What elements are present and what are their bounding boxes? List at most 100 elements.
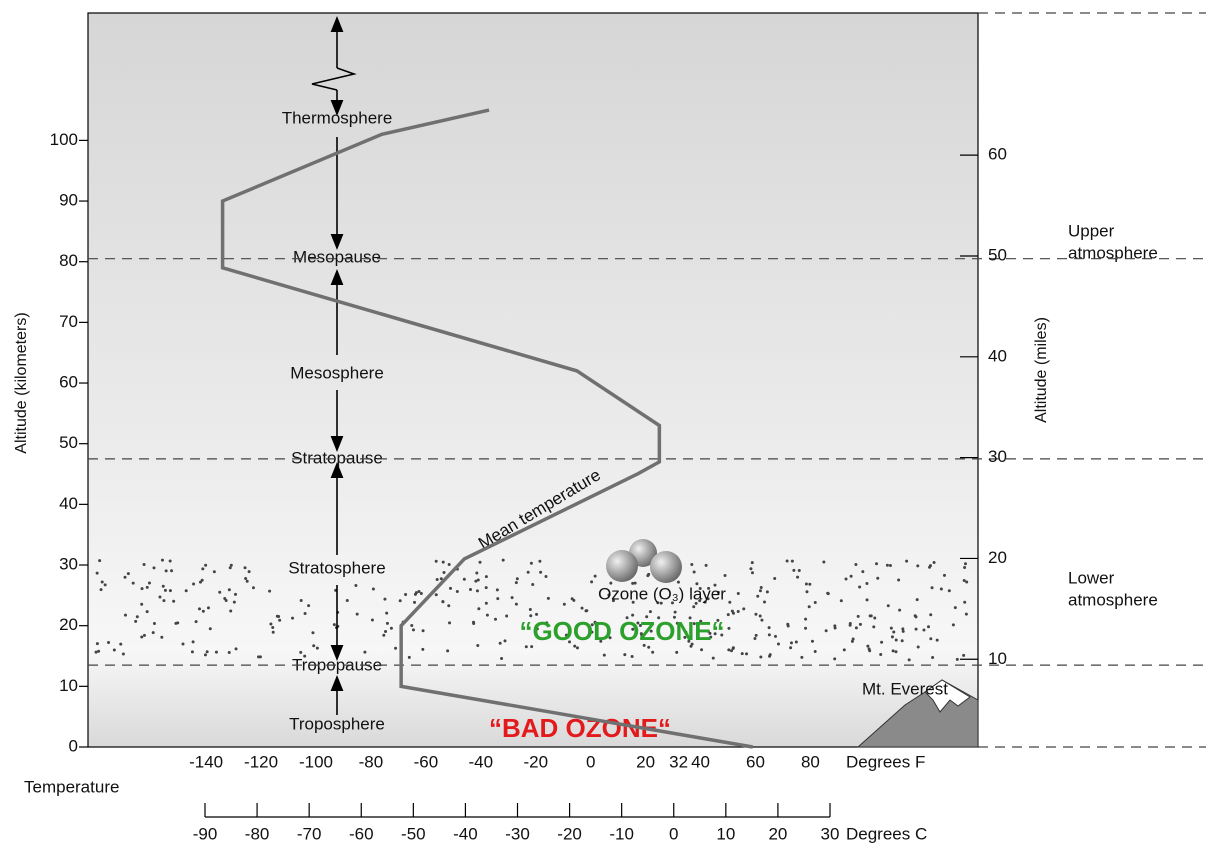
stipple-dot xyxy=(800,656,803,659)
stipple-dot xyxy=(854,563,857,566)
stipple-dot xyxy=(745,652,748,655)
stipple-dot xyxy=(563,603,566,606)
stipple-dot xyxy=(914,615,917,618)
x-tick-label: 20 xyxy=(636,752,655,771)
stipple-dot xyxy=(143,634,146,637)
stipple-dot xyxy=(158,595,161,598)
stipple-dot xyxy=(849,624,852,627)
stipple-dot xyxy=(356,613,359,616)
stipple-dot xyxy=(215,651,218,654)
stipple-dot xyxy=(646,574,649,577)
stipple-dot xyxy=(229,610,232,613)
stipple-dot xyxy=(449,587,452,590)
stipple-dot xyxy=(796,576,799,579)
region-label: Upper xyxy=(1068,221,1115,240)
stipple-dot xyxy=(876,577,879,580)
x-axis-label: Temperature xyxy=(24,777,119,796)
x-tick-label: 60 xyxy=(746,752,765,771)
stipple-dot xyxy=(855,626,858,629)
mountain-label: Mt. Everest xyxy=(862,679,948,698)
stipple-dot xyxy=(272,631,275,634)
stipple-dot xyxy=(435,593,438,596)
x2-tick-label: -60 xyxy=(349,824,374,843)
stipple-dot xyxy=(751,571,754,574)
stipple-dot xyxy=(917,645,920,648)
stipple-dot xyxy=(929,613,932,616)
layer-label: Thermosphere xyxy=(282,108,393,127)
stipple-dot xyxy=(291,617,294,620)
stipple-dot xyxy=(892,649,895,652)
stipple-dot xyxy=(169,559,172,562)
stipple-dot xyxy=(965,581,968,584)
stipple-dot xyxy=(814,650,817,653)
stipple-dot xyxy=(774,635,777,638)
stipple-dot xyxy=(963,601,966,604)
stipple-dot xyxy=(268,590,271,593)
stipple-dot xyxy=(754,613,757,616)
stipple-dot xyxy=(905,560,908,563)
stipple-dot xyxy=(516,577,519,580)
stipple-dot xyxy=(647,646,650,649)
stipple-dot xyxy=(278,619,281,622)
stipple-dot xyxy=(141,587,144,590)
stipple-dot xyxy=(97,650,100,653)
region-label: atmosphere xyxy=(1068,590,1158,609)
stipple-dot xyxy=(531,583,534,586)
stipple-dot xyxy=(929,637,932,640)
stipple-dot xyxy=(880,641,883,644)
x-tick-label: 32 xyxy=(669,752,688,771)
stipple-dot xyxy=(515,581,518,584)
stipple-dot xyxy=(515,603,518,606)
stipple-dot xyxy=(690,563,693,566)
stipple-dot xyxy=(153,622,156,625)
x2-tick-label: -70 xyxy=(297,824,322,843)
stipple-dot xyxy=(209,627,212,630)
stipple-dot xyxy=(104,583,107,586)
stipple-dot xyxy=(412,628,415,631)
stipple-dot xyxy=(124,576,127,579)
stipple-dot xyxy=(875,562,878,565)
stipple-dot xyxy=(922,628,925,631)
stipple-dot xyxy=(101,580,104,583)
stipple-dot xyxy=(199,581,202,584)
stipple-dot xyxy=(886,564,889,567)
stipple-dot xyxy=(728,601,731,604)
stipple-dot xyxy=(845,578,848,581)
stipple-dot xyxy=(257,655,260,658)
stipple-dot xyxy=(805,582,808,585)
stipple-dot xyxy=(399,599,402,602)
stipple-dot xyxy=(538,560,541,563)
y-tick-label: 30 xyxy=(59,555,78,574)
stipple-dot xyxy=(873,616,876,619)
stipple-dot xyxy=(861,570,864,573)
stipple-dot xyxy=(833,657,836,660)
stipple-dot xyxy=(383,598,386,601)
y2-tick-label: 50 xyxy=(988,245,1007,264)
stipple-dot xyxy=(834,626,837,629)
stipple-dot xyxy=(727,613,730,616)
x2-tick-label: -80 xyxy=(245,824,270,843)
x-tick-label: 80 xyxy=(801,752,820,771)
stipple-dot xyxy=(773,577,776,580)
stipple-dot xyxy=(164,589,167,592)
stipple-dot xyxy=(742,607,745,610)
stipple-dot xyxy=(851,640,854,643)
stipple-dot xyxy=(705,564,708,567)
stipple-dot xyxy=(933,561,936,564)
y2-tick-label: 60 xyxy=(988,145,1007,164)
stipple-dot xyxy=(795,641,798,644)
stipple-dot xyxy=(185,589,188,592)
x2-tick-label: -20 xyxy=(557,824,582,843)
stipple-dot xyxy=(808,605,811,608)
stipple-dot xyxy=(162,585,165,588)
stipple-dot xyxy=(804,627,807,630)
stipple-dot xyxy=(956,658,959,661)
x-tick-label: 40 xyxy=(691,752,710,771)
stipple-dot xyxy=(148,582,151,585)
stipple-dot xyxy=(382,634,385,637)
stipple-dot xyxy=(372,587,375,590)
stipple-dot xyxy=(113,649,116,652)
stipple-dot xyxy=(476,644,479,647)
y-tick-label: 60 xyxy=(59,373,78,392)
stipple-dot xyxy=(269,622,272,625)
